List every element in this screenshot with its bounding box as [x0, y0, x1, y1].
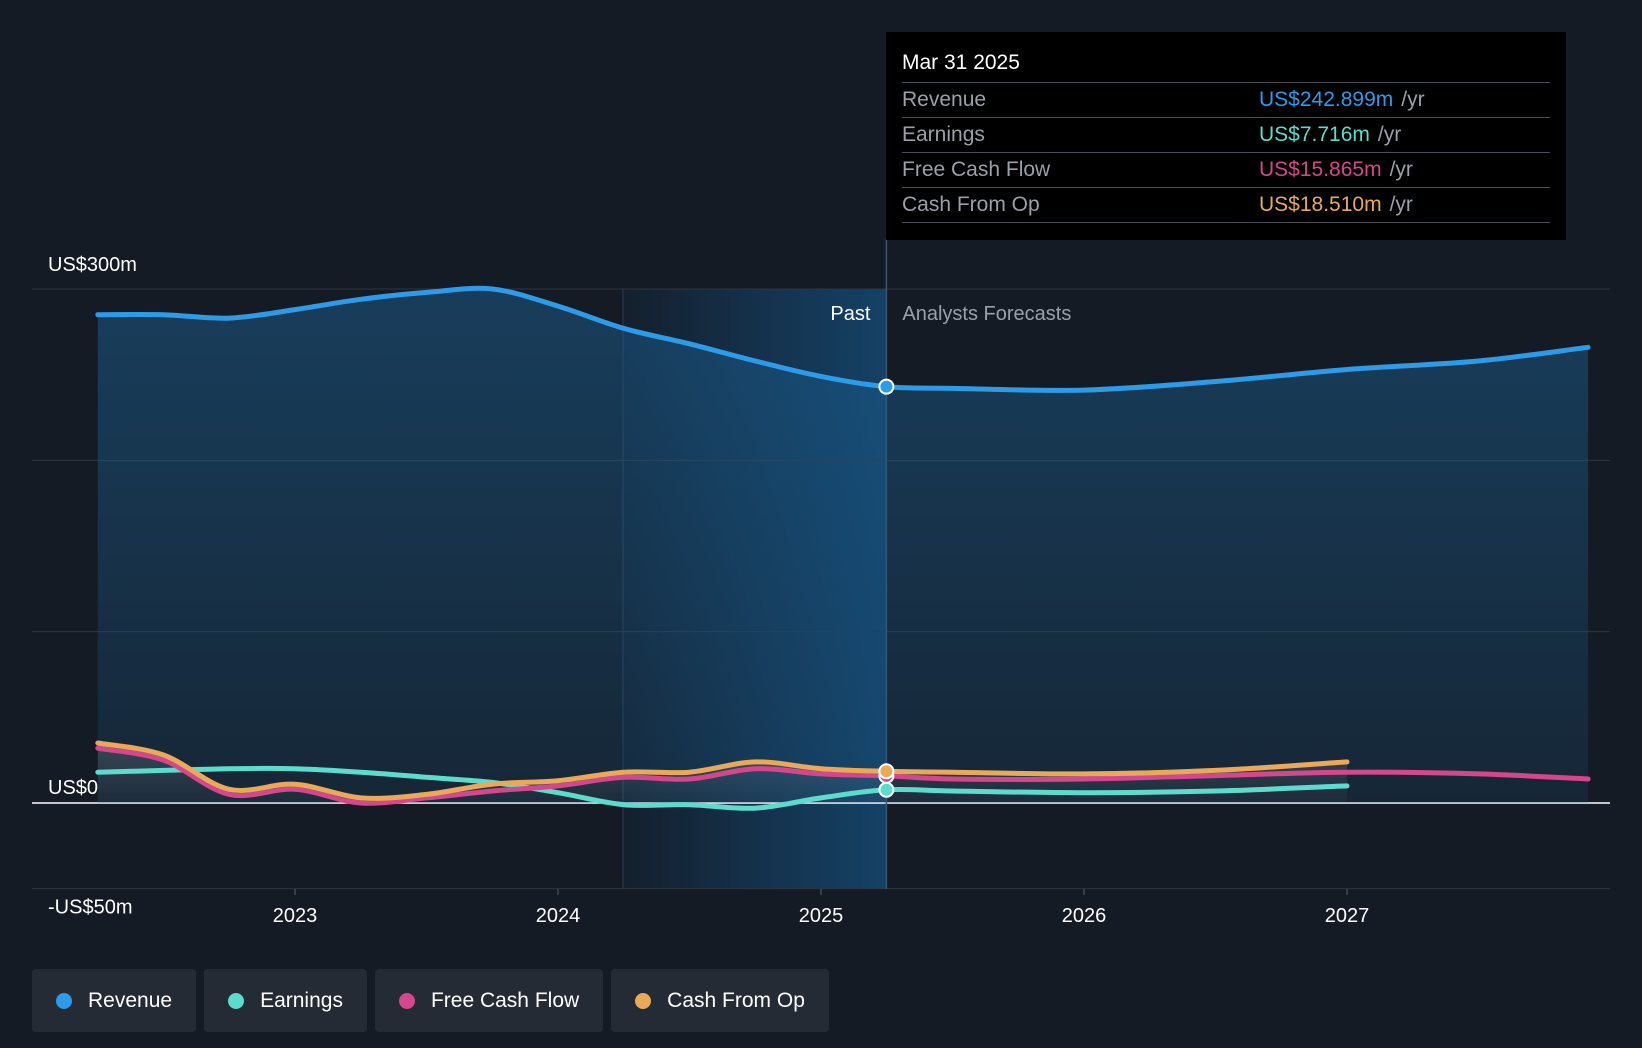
series-line-revenue	[95, 285, 1591, 393]
tooltip-panel: Mar 31 2025 Revenue US$242.899m /yr Earn…	[886, 32, 1566, 240]
series-line-cash-from-op	[95, 740, 1350, 801]
tooltip-unit: /yr	[1377, 123, 1402, 146]
tooltip-value: US$7.716m	[1259, 123, 1370, 146]
legend-item-revenue[interactable]: Revenue	[32, 969, 197, 1032]
series-marker-earnings	[878, 781, 895, 798]
legend-item-cash-from-op[interactable]: Cash From Op	[611, 969, 829, 1032]
tooltip-label: Free Cash Flow	[902, 158, 1051, 181]
tooltip-value: US$242.899m	[1259, 88, 1394, 111]
tooltip-value: US$18.510m	[1259, 193, 1382, 216]
tooltip-row-revenue: Revenue US$242.899m /yr	[902, 82, 1550, 117]
series-line-earnings	[95, 765, 1350, 811]
x-axis-tick-label: 2025	[799, 905, 844, 927]
y-axis-tick-label: -US$50m	[48, 897, 132, 919]
legend-label: Cash From Op	[667, 988, 805, 1012]
legend-dot-icon	[228, 992, 245, 1009]
series-marker-revenue	[878, 378, 895, 395]
y-axis-tick-label: US$300m	[48, 254, 137, 276]
series-marker-cash-from-op	[878, 763, 895, 780]
tooltip-unit: /yr	[1389, 193, 1413, 216]
forecast-label: Analysts Forecasts	[902, 303, 1071, 325]
x-axis-tick-label: 2026	[1062, 905, 1107, 927]
past-label: Past	[830, 303, 870, 325]
legend-dot-icon	[398, 992, 415, 1009]
series-line-free-cash-flow	[95, 745, 1591, 806]
tooltip-row-cash-from-op: Cash From Op US$18.510m /yr	[902, 187, 1550, 223]
x-axis-tick-label: 2027	[1325, 905, 1370, 927]
legend-label: Earnings	[260, 988, 343, 1012]
y-axis-tick-label: US$0	[48, 777, 98, 799]
tooltip-unit: /yr	[1401, 88, 1425, 111]
x-axis-tick-label: 2024	[536, 905, 581, 927]
legend-label: Free Cash Flow	[430, 988, 580, 1012]
tooltip-label: Cash From Op	[902, 193, 1040, 216]
tooltip-row-free-cash-flow: Free Cash Flow US$15.865m /yr	[902, 152, 1550, 187]
legend-dot-icon	[56, 992, 72, 1009]
tooltip-unit: /yr	[1389, 158, 1413, 181]
tooltip-label: Revenue	[902, 88, 987, 111]
legend-item-free-cash-flow[interactable]: Free Cash Flow	[374, 969, 604, 1032]
tooltip-value: US$15.865m	[1259, 158, 1382, 181]
legend: Revenue Earnings Free Cash Flow Cash Fro…	[32, 969, 829, 1032]
series-area-revenue	[97, 288, 1589, 803]
tooltip-date: Mar 31 2025	[902, 51, 1020, 74]
legend-dot-icon	[635, 992, 652, 1009]
tooltip-row-earnings: Earnings US$7.716m /yr	[902, 117, 1550, 152]
legend-label: Revenue	[88, 988, 173, 1012]
tooltip-label: Earnings	[902, 123, 985, 146]
x-axis-tick-label: 2023	[273, 905, 318, 927]
legend-item-earnings[interactable]: Earnings	[204, 969, 367, 1032]
